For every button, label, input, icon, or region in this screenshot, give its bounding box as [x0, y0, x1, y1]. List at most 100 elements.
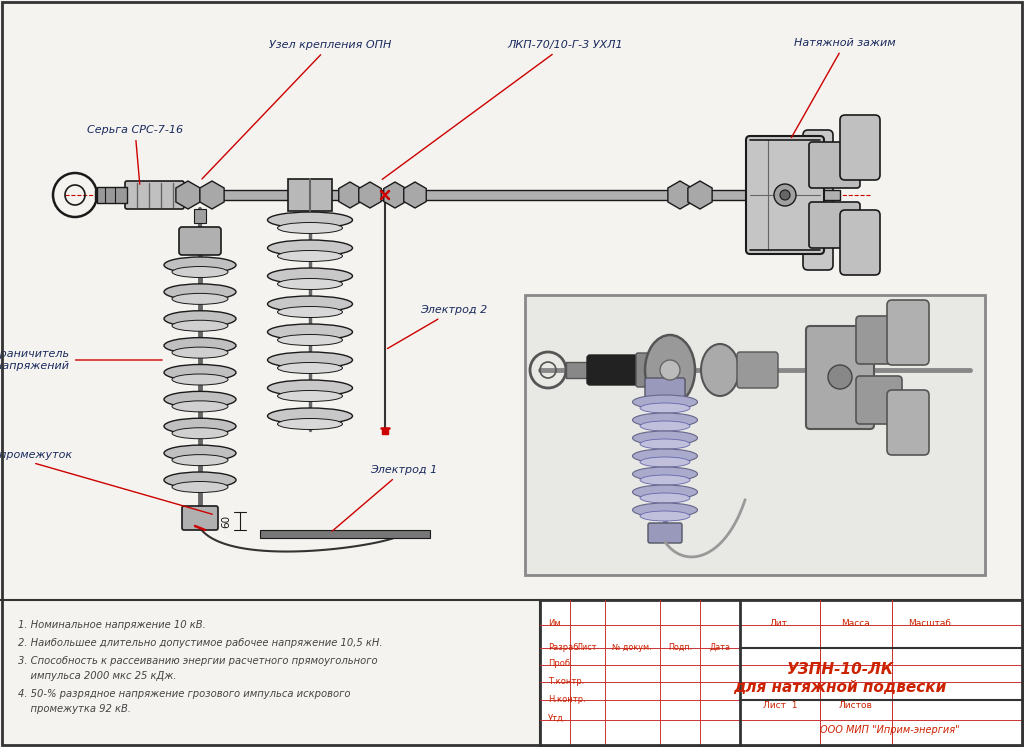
- Ellipse shape: [164, 391, 236, 407]
- FancyBboxPatch shape: [887, 300, 929, 365]
- Ellipse shape: [278, 391, 342, 401]
- FancyBboxPatch shape: [636, 353, 660, 387]
- Ellipse shape: [267, 324, 352, 340]
- Ellipse shape: [164, 418, 236, 434]
- Ellipse shape: [164, 365, 236, 380]
- Ellipse shape: [633, 431, 697, 445]
- Bar: [525, 295, 985, 575]
- Bar: [566, 362, 588, 378]
- FancyBboxPatch shape: [125, 181, 184, 209]
- FancyBboxPatch shape: [179, 227, 221, 255]
- Bar: [194, 209, 206, 223]
- Text: ЛКП-70/10-Г-3 УХЛ1: ЛКП-70/10-Г-3 УХЛ1: [382, 40, 623, 179]
- Text: Электрод 2: Электрод 2: [387, 305, 487, 349]
- Text: ООО МИП "Иприм-энергия": ООО МИП "Иприм-энергия": [820, 725, 959, 735]
- FancyBboxPatch shape: [887, 390, 929, 455]
- Text: Электрод 1: Электрод 1: [332, 465, 437, 531]
- Text: Н.контр.: Н.контр.: [548, 695, 586, 704]
- Ellipse shape: [633, 485, 697, 499]
- FancyBboxPatch shape: [803, 130, 833, 270]
- Polygon shape: [339, 182, 361, 208]
- FancyBboxPatch shape: [809, 202, 860, 248]
- Ellipse shape: [172, 347, 228, 358]
- FancyBboxPatch shape: [809, 142, 860, 188]
- Text: Лит.: Лит.: [770, 619, 791, 628]
- Ellipse shape: [164, 472, 236, 488]
- FancyBboxPatch shape: [182, 506, 218, 530]
- Ellipse shape: [267, 296, 352, 312]
- Text: Серьга СРС-7-16: Серьга СРС-7-16: [87, 125, 183, 185]
- Ellipse shape: [640, 493, 690, 503]
- Text: Лист: Лист: [577, 642, 597, 651]
- Ellipse shape: [172, 294, 228, 304]
- Ellipse shape: [164, 257, 236, 273]
- FancyBboxPatch shape: [645, 378, 685, 400]
- Ellipse shape: [640, 403, 690, 413]
- Text: 4. 50-% разрядное напряжение грозового импульса искрового: 4. 50-% разрядное напряжение грозового и…: [18, 689, 350, 699]
- Polygon shape: [668, 181, 692, 209]
- Polygon shape: [384, 182, 407, 208]
- Polygon shape: [688, 181, 712, 209]
- Ellipse shape: [172, 482, 228, 492]
- Ellipse shape: [172, 267, 228, 277]
- Ellipse shape: [278, 335, 342, 346]
- Text: Дата: Дата: [710, 642, 730, 651]
- Ellipse shape: [633, 467, 697, 481]
- Ellipse shape: [640, 475, 690, 485]
- Ellipse shape: [640, 511, 690, 521]
- FancyBboxPatch shape: [587, 355, 641, 385]
- Text: Подп.: Подп.: [668, 642, 692, 651]
- Circle shape: [780, 190, 790, 200]
- Ellipse shape: [172, 320, 228, 331]
- Ellipse shape: [640, 457, 690, 467]
- Ellipse shape: [164, 445, 236, 461]
- Text: Им.: Им.: [548, 619, 563, 627]
- Text: Натяжной зажим: Натяжной зажим: [792, 38, 896, 137]
- Ellipse shape: [660, 360, 680, 380]
- Ellipse shape: [701, 344, 739, 396]
- Polygon shape: [176, 181, 200, 209]
- Text: 60: 60: [221, 515, 231, 527]
- Bar: [95, 190, 840, 200]
- Bar: [288, 179, 332, 211]
- FancyBboxPatch shape: [856, 316, 902, 364]
- FancyBboxPatch shape: [840, 210, 880, 275]
- FancyBboxPatch shape: [737, 352, 778, 388]
- Ellipse shape: [172, 455, 228, 465]
- FancyBboxPatch shape: [648, 523, 682, 543]
- Ellipse shape: [172, 428, 228, 438]
- Ellipse shape: [172, 374, 228, 385]
- FancyBboxPatch shape: [746, 136, 824, 254]
- Bar: [260, 530, 430, 538]
- FancyBboxPatch shape: [806, 326, 874, 429]
- Ellipse shape: [267, 240, 352, 256]
- Text: Т.контр.: Т.контр.: [548, 677, 585, 686]
- Ellipse shape: [633, 449, 697, 463]
- Text: импульса 2000 мкс 25 кДж.: импульса 2000 мкс 25 кДж.: [18, 671, 176, 681]
- Bar: [97, 187, 127, 203]
- Ellipse shape: [164, 338, 236, 353]
- Ellipse shape: [267, 380, 352, 396]
- Ellipse shape: [278, 362, 342, 374]
- Ellipse shape: [278, 223, 342, 234]
- Text: Масса: Масса: [842, 619, 870, 628]
- Bar: [382, 428, 388, 434]
- Ellipse shape: [267, 212, 352, 228]
- Text: Проб.: Проб.: [548, 659, 572, 668]
- Ellipse shape: [278, 279, 342, 290]
- Ellipse shape: [645, 335, 695, 405]
- Text: 2. Наибольшее длительно допустимое рабочее напряжение 10,5 кН.: 2. Наибольшее длительно допустимое рабоч…: [18, 638, 383, 648]
- Text: Лист  1: Лист 1: [763, 701, 798, 710]
- Text: Утд.: Утд.: [548, 713, 566, 722]
- Ellipse shape: [164, 311, 236, 326]
- Circle shape: [828, 365, 852, 389]
- Ellipse shape: [640, 439, 690, 449]
- Ellipse shape: [172, 401, 228, 412]
- Text: № докум.: № докум.: [612, 642, 652, 651]
- FancyBboxPatch shape: [840, 115, 880, 180]
- Text: Масштаб: Масштаб: [908, 619, 951, 628]
- FancyBboxPatch shape: [856, 376, 902, 424]
- Ellipse shape: [633, 503, 697, 517]
- Ellipse shape: [640, 421, 690, 431]
- Text: для натяжной подвески: для натяжной подвески: [733, 681, 946, 695]
